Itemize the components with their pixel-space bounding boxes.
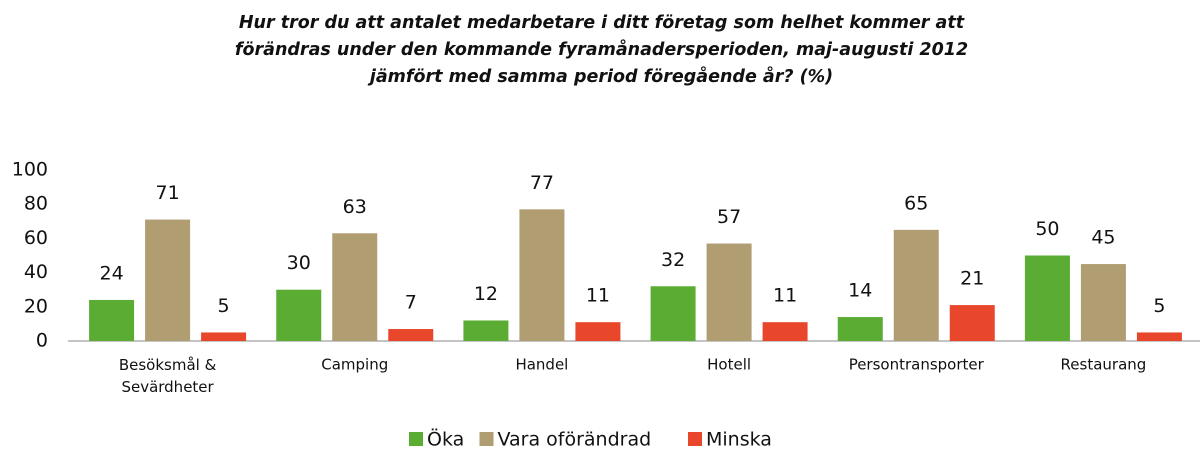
x-tick-label: Restaurang — [1061, 356, 1147, 374]
bar — [575, 322, 621, 341]
bar — [388, 329, 434, 341]
legend-label: Öka — [427, 428, 464, 451]
y-tick-label: 0 — [36, 330, 48, 352]
x-tick-label: Persontransporter — [849, 356, 985, 374]
value-label: 57 — [717, 206, 741, 228]
chart-title: Hur tror du att antalet medarbetare i di… — [234, 13, 969, 87]
bar — [276, 289, 322, 341]
x-tick-label: Handel — [515, 356, 568, 374]
label-line: Sevärdheter — [121, 378, 214, 396]
value-label: 24 — [99, 262, 123, 284]
value-label: 21 — [960, 268, 984, 290]
legend: Öka Vara oförändrad Minska — [409, 428, 772, 451]
bar — [706, 243, 752, 341]
value-label: 65 — [904, 192, 928, 214]
value-label: 45 — [1091, 227, 1115, 249]
value-label: 77 — [530, 172, 554, 194]
y-tick-label: 60 — [24, 227, 48, 249]
y-tick-label: 100 — [12, 159, 48, 181]
legend-swatch — [479, 432, 494, 446]
value-label: 12 — [474, 283, 498, 305]
bar — [762, 322, 808, 341]
value-label: 32 — [661, 249, 685, 271]
bar — [650, 286, 696, 341]
value-label: 5 — [218, 295, 230, 317]
legend-label: Minska — [706, 429, 772, 451]
bar — [1024, 255, 1070, 341]
x-tick-label: Besöksmål & Sevärdheter — [119, 356, 217, 396]
legend-swatch — [409, 432, 423, 446]
value-label: 11 — [586, 285, 610, 307]
value-label: 50 — [1035, 218, 1059, 240]
title-box: Hur tror du att antalet medarbetare i di… — [0, 10, 1203, 91]
y-tick-label: 40 — [24, 261, 48, 283]
y-tick-label: 80 — [24, 193, 48, 215]
value-label: 5 — [1153, 295, 1165, 317]
value-label: 11 — [773, 285, 797, 307]
value-label: 14 — [848, 280, 872, 302]
bar — [332, 233, 378, 341]
value-label: 7 — [405, 292, 417, 314]
bar — [519, 209, 565, 341]
bar — [89, 299, 135, 341]
value-label: 63 — [343, 196, 367, 218]
legend-label: Vara oförändrad — [498, 429, 652, 451]
bar — [463, 320, 509, 341]
bar — [837, 317, 883, 341]
bar — [1136, 332, 1182, 341]
legend-swatch — [688, 432, 702, 446]
bar — [893, 229, 939, 341]
x-tick-label: Hotell — [707, 356, 751, 374]
bar — [949, 305, 995, 341]
y-tick-label: 20 — [24, 295, 48, 317]
bar — [201, 332, 247, 341]
bar — [145, 219, 191, 341]
value-label: 71 — [155, 182, 179, 204]
value-label: 30 — [287, 252, 311, 274]
label-line: Besöksmål & — [119, 356, 217, 374]
bar — [1080, 264, 1126, 341]
x-tick-label: Camping — [321, 356, 388, 374]
